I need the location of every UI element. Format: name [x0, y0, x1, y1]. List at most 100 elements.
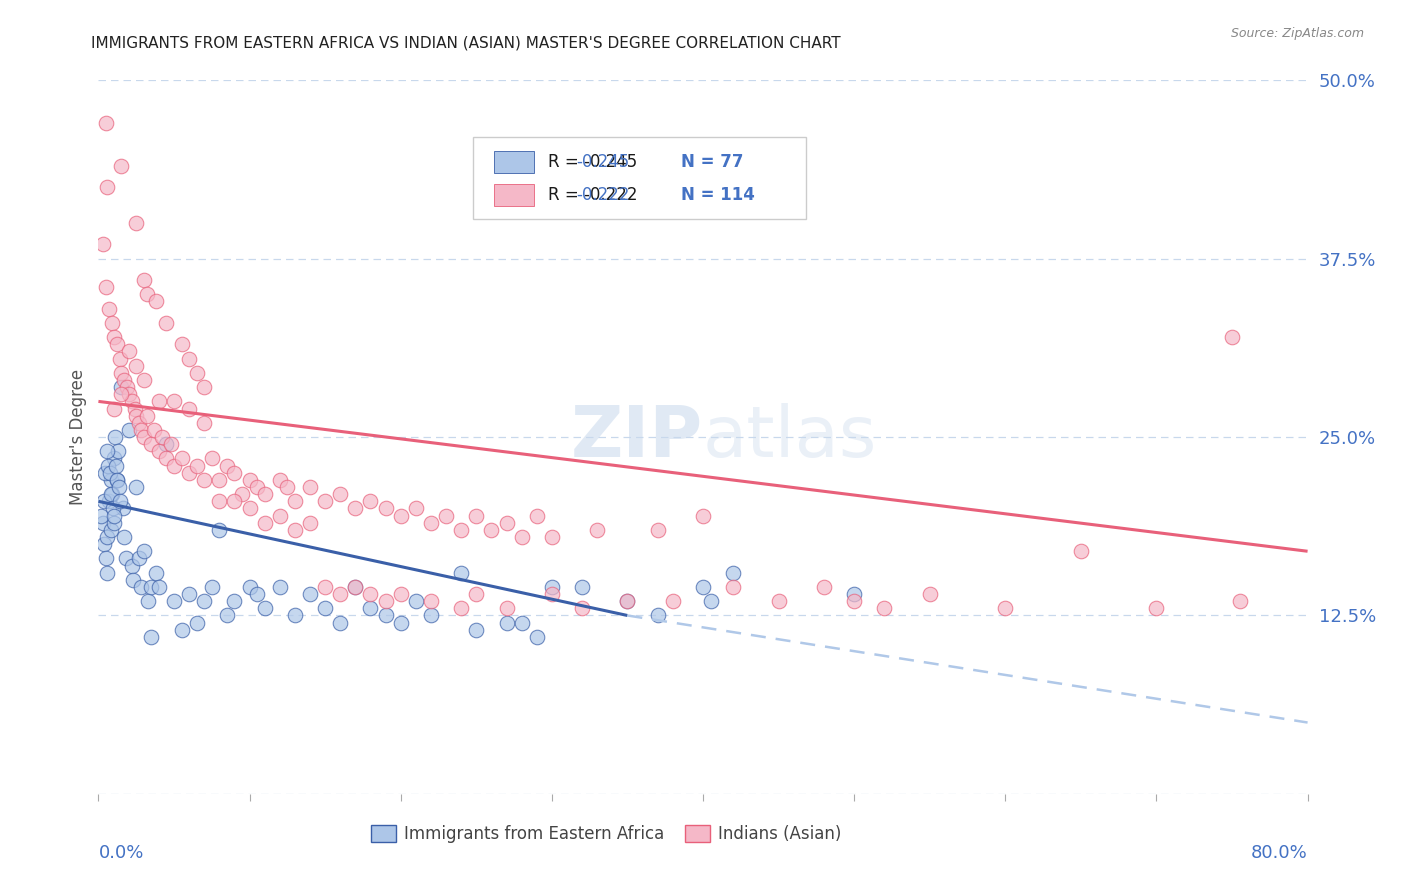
Point — [526, 630, 548, 644]
Point — [141, 437, 163, 451]
Point — [136, 594, 159, 608]
Point — [844, 587, 866, 601]
Text: R = -0.222: R = -0.222 — [548, 186, 638, 204]
Point — [118, 387, 141, 401]
Point — [224, 594, 246, 608]
Point — [540, 580, 562, 594]
Point — [98, 466, 121, 480]
Point — [1146, 601, 1168, 615]
Point — [299, 587, 322, 601]
Point — [105, 337, 128, 351]
Point — [253, 601, 276, 615]
Text: -0.222: -0.222 — [576, 186, 630, 204]
Point — [96, 566, 118, 580]
Point — [723, 580, 745, 594]
Point — [145, 294, 167, 309]
Point — [145, 566, 167, 580]
Point — [269, 508, 291, 523]
Point — [405, 501, 427, 516]
Point — [253, 516, 276, 530]
Point — [571, 601, 593, 615]
Point — [94, 551, 117, 566]
Point — [616, 594, 638, 608]
FancyBboxPatch shape — [474, 137, 806, 219]
Point — [360, 587, 382, 601]
Point — [141, 630, 163, 644]
Point — [155, 451, 177, 466]
Point — [699, 594, 721, 608]
Legend: Immigrants from Eastern Africa, Indians (Asian): Immigrants from Eastern Africa, Indians … — [364, 818, 848, 850]
Point — [110, 159, 132, 173]
Point — [112, 530, 135, 544]
Point — [201, 451, 224, 466]
Point — [128, 551, 150, 566]
Point — [170, 623, 193, 637]
Point — [100, 523, 122, 537]
Point — [110, 366, 132, 380]
Point — [344, 501, 367, 516]
Point — [93, 537, 115, 551]
Point — [661, 594, 683, 608]
Point — [647, 608, 669, 623]
Text: -0.245: -0.245 — [576, 153, 630, 171]
Point — [186, 615, 208, 630]
Point — [122, 573, 145, 587]
Point — [215, 608, 238, 623]
Point — [98, 301, 121, 316]
Point — [314, 494, 336, 508]
Point — [170, 337, 193, 351]
Point — [450, 523, 472, 537]
Point — [105, 473, 128, 487]
Point — [495, 615, 517, 630]
Point — [118, 423, 141, 437]
Point — [115, 380, 138, 394]
Point — [93, 494, 115, 508]
Point — [135, 287, 157, 301]
Point — [420, 594, 443, 608]
Point — [276, 480, 298, 494]
Point — [179, 466, 201, 480]
Point — [1070, 544, 1092, 558]
Point — [125, 480, 148, 494]
Point — [103, 401, 125, 416]
Point — [434, 508, 457, 523]
Point — [111, 501, 134, 516]
Text: 0.0%: 0.0% — [98, 844, 143, 862]
Point — [873, 601, 896, 615]
Point — [495, 516, 517, 530]
Point — [104, 458, 127, 473]
Point — [132, 430, 155, 444]
Point — [586, 523, 609, 537]
Point — [125, 409, 148, 423]
Point — [148, 444, 170, 458]
Point — [100, 473, 122, 487]
Point — [284, 608, 307, 623]
Point — [616, 594, 638, 608]
Point — [420, 608, 443, 623]
Text: ZIP: ZIP — [571, 402, 703, 472]
Point — [179, 401, 201, 416]
Point — [110, 494, 132, 508]
Point — [170, 451, 193, 466]
Point — [239, 580, 262, 594]
Point — [450, 601, 472, 615]
Point — [239, 501, 262, 516]
Point — [465, 587, 488, 601]
Point — [510, 615, 533, 630]
Point — [186, 366, 208, 380]
Point — [208, 523, 231, 537]
Point — [98, 494, 121, 508]
Point — [94, 280, 117, 294]
Point — [193, 380, 215, 394]
Point — [91, 237, 114, 252]
Text: atlas: atlas — [703, 402, 877, 472]
Point — [94, 116, 117, 130]
Point — [125, 359, 148, 373]
Text: Source: ZipAtlas.com: Source: ZipAtlas.com — [1230, 27, 1364, 40]
Point — [284, 523, 307, 537]
Point — [103, 330, 125, 344]
Point — [647, 523, 669, 537]
Point — [465, 508, 488, 523]
Point — [360, 494, 382, 508]
FancyBboxPatch shape — [494, 184, 534, 205]
